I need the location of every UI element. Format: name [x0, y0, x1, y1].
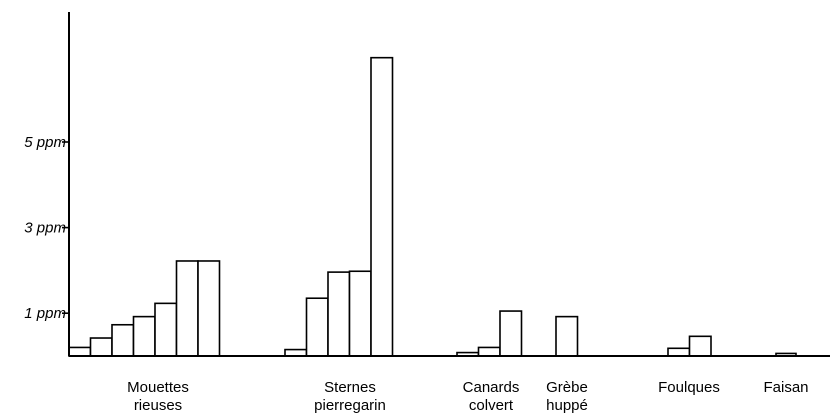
bar-group1-3	[111, 323, 135, 357]
category-label: Mouettes	[127, 379, 189, 396]
category-label: Foulques	[658, 379, 720, 396]
category-label: Sternes	[324, 379, 376, 396]
bar-group2-2	[305, 297, 329, 357]
bar-group5-2	[688, 335, 712, 357]
bar-group1-6	[175, 260, 199, 357]
bar-group1-2	[89, 337, 113, 357]
bar-group2-3	[327, 271, 351, 357]
bar-group1-1	[68, 346, 92, 357]
y-tick-label: 5 ppm	[24, 134, 66, 151]
bar-group1-4	[132, 315, 156, 357]
bar-group2-5	[370, 56, 394, 357]
bar-group3-3	[499, 310, 523, 357]
category-label: pierregarin	[314, 397, 386, 414]
category-label: huppé	[546, 397, 588, 414]
category-label: colvert	[469, 397, 514, 414]
bar-group2-4	[348, 270, 372, 357]
y-tick-label: 1 ppm	[24, 305, 66, 322]
bar-group3-2	[477, 346, 501, 357]
y-ticks-layer: 1 ppm 3 ppm 5 ppm	[24, 134, 69, 322]
bar-group1-7	[197, 260, 221, 357]
category-label: Grèbe	[546, 379, 588, 396]
y-tick-label: 3 ppm	[24, 220, 66, 237]
category-label: rieuses	[134, 397, 182, 414]
category-label: Faisan	[763, 379, 808, 396]
bar-group5-1	[667, 347, 691, 357]
category-label: Canards	[463, 379, 520, 396]
bars-layer	[68, 56, 797, 357]
bar-group1-5	[154, 302, 178, 357]
bar-group4-1	[555, 315, 579, 357]
